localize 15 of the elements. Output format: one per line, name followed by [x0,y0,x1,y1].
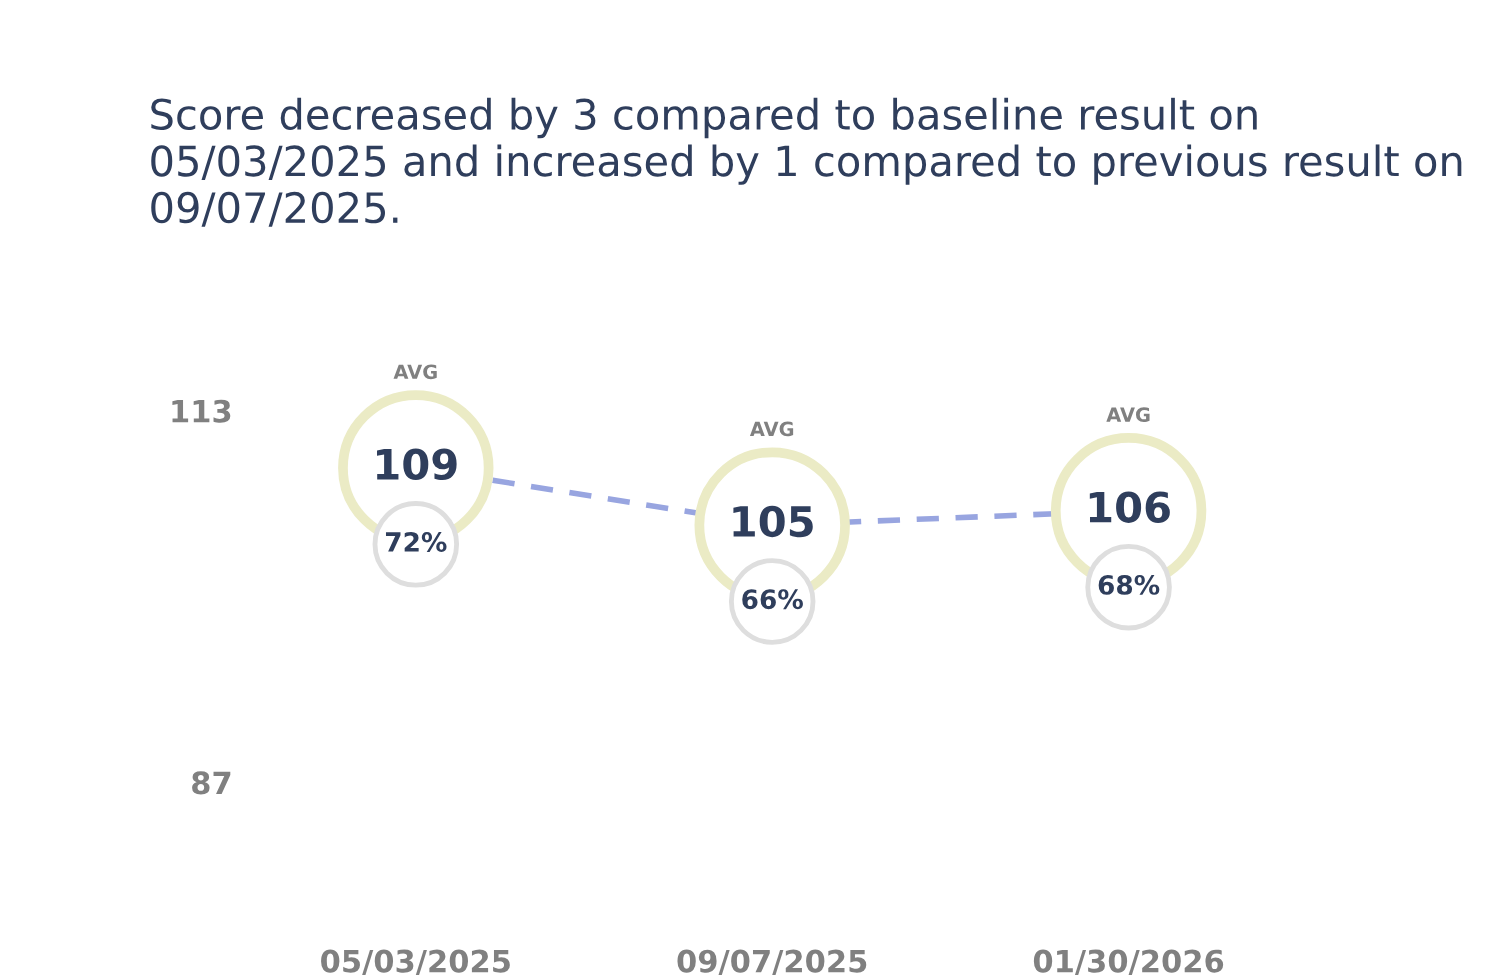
annotation: 72% [385,532,447,552]
annotation: 66% [742,589,803,610]
chart-title: Score decreased by 3 compared to baseline result on 05/03/2025 and increased by 1 compared to previous result on 09/07/2025. [151,97,1462,227]
annotation: AVG [1106,407,1150,423]
text: AVG [393,364,437,380]
x-tick-label: 01/30/2026 [1033,949,1224,976]
data-label: 109 [377,448,457,481]
annotation: 68% [1098,574,1160,595]
data-label: 106 [1089,491,1170,523]
data-label: 105 [733,505,813,538]
annotation: AVG [749,421,794,437]
y-tick-label: 113 [172,399,231,423]
x-tick-label: 09/07/2025 [677,949,867,976]
y-tick-label: 87 [192,771,231,795]
x-tick-label: 05/03/2025 [321,949,510,976]
